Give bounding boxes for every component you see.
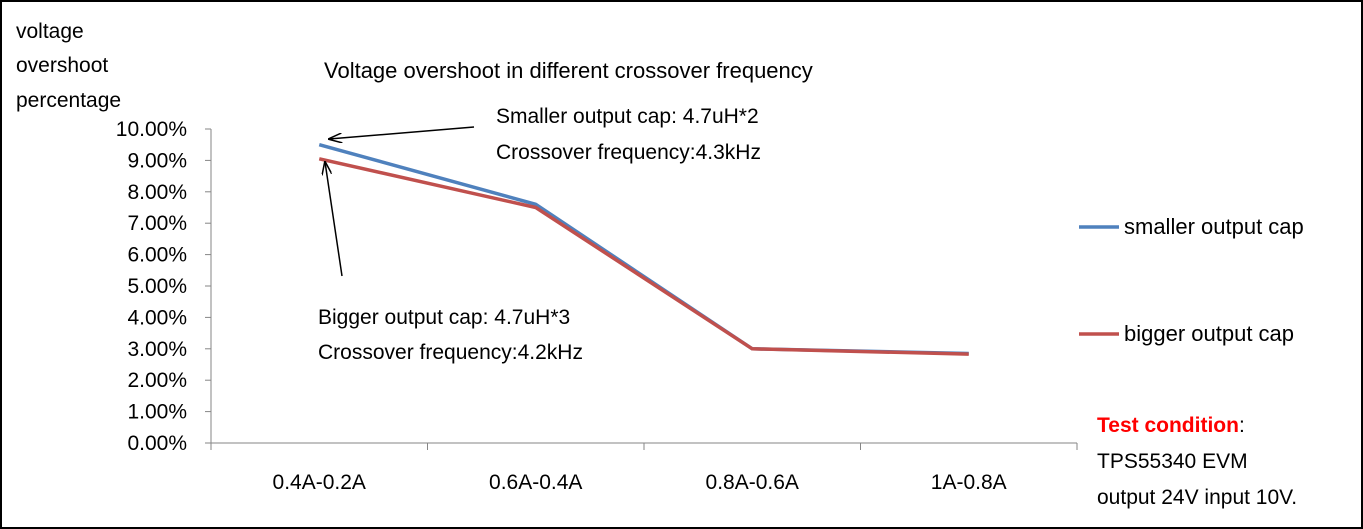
y-axis-label-line-2: overshoot: [16, 54, 108, 77]
series-line-bigger-output-cap: [318, 157, 969, 356]
legend-label: smaller output cap: [1124, 214, 1304, 239]
series-lines: [318, 143, 969, 356]
test-condition-label: Test condition: [1097, 414, 1239, 437]
y-tick-label: 1.00%: [127, 401, 187, 424]
x-category-label: 0.8A-0.6A: [706, 471, 799, 494]
chart-title: Voltage overshoot in different crossover…: [324, 58, 813, 83]
y-tick-label: 2.00%: [127, 369, 187, 392]
annotation-smaller-line-2: Crossover frequency:4.3kHz: [496, 141, 761, 164]
x-category-label: 0.6A-0.4A: [489, 471, 582, 494]
y-tick-label: 3.00%: [127, 338, 187, 361]
x-category-label: 1A-0.8A: [931, 471, 1007, 494]
x-category-label: 0.4A-0.2A: [273, 471, 366, 494]
annotation-bigger-line-2: Crossover frequency:4.2kHz: [318, 341, 583, 364]
legend-label: bigger output cap: [1124, 321, 1294, 346]
y-tick-label: 9.00%: [127, 149, 187, 172]
test-condition-heading: Test condition:: [1097, 414, 1245, 437]
y-axis: 0.00% 1.00% 2.00% 3.00% 4.00% 5.00% 6.00% 7.00%…: [116, 118, 212, 455]
legend: smaller output cap bigger output cap: [1079, 214, 1304, 346]
y-tick-label: 4.00%: [127, 306, 187, 329]
annotation-bigger-line-1: Bigger output cap: 4.7uH*3: [318, 306, 570, 329]
y-tick-label: 5.00%: [127, 275, 187, 298]
annotation-smaller-line-1: Smaller output cap: 4.7uH*2: [496, 105, 759, 128]
x-axis: 0.4A-0.2A 0.6A-0.4A 0.8A-0.6A 1A-0.8A: [210, 442, 1078, 494]
test-condition-line-1: TPS55340 EVM: [1097, 450, 1248, 473]
annotation-bigger-arrow: [325, 162, 343, 277]
y-axis-label-line-1: voltage: [16, 20, 84, 43]
annotation-smaller-arrow: [329, 126, 475, 139]
y-tick-label: 0.00%: [127, 432, 187, 455]
y-tick-label: 10.00%: [116, 118, 187, 141]
y-tick-label: 8.00%: [127, 181, 187, 204]
test-condition-line-2: output 24V input 10V.: [1097, 486, 1297, 509]
y-axis-label-line-3: percentage: [16, 89, 121, 112]
test-condition-colon: :: [1239, 414, 1245, 437]
y-tick-label: 6.00%: [127, 244, 187, 267]
y-tick-label: 7.00%: [127, 212, 187, 235]
